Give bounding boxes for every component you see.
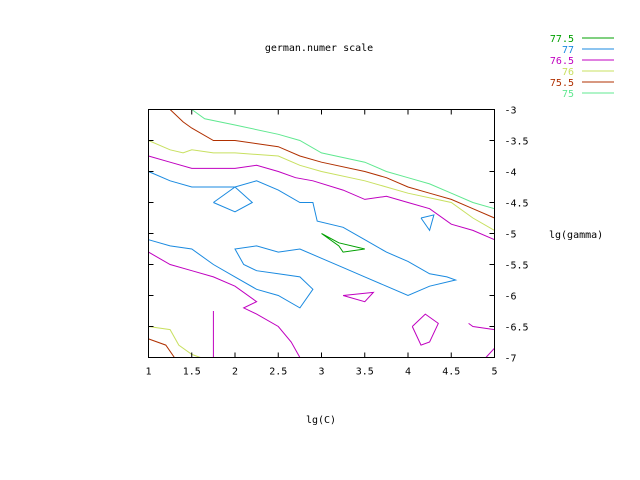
- contour-level-75: [191, 109, 495, 210]
- contour-line: [468, 322, 495, 331]
- x-tick-label: 2.5: [269, 367, 287, 378]
- y-tick-label: -6.5: [505, 323, 529, 334]
- legend-label: 77.5: [550, 34, 574, 45]
- y-axis-label: lg(gamma): [549, 230, 603, 241]
- x-axis: 1 1.5 2 2.5 3 3.5 4 4.5 5: [145, 109, 498, 378]
- legend-label: 76.5: [550, 56, 574, 67]
- contour-level-77: [148, 171, 458, 309]
- x-tick-label: 1: [145, 367, 151, 378]
- x-tick-label: 5: [491, 367, 497, 378]
- y-tick-label: -5: [505, 230, 517, 241]
- legend-label: 77: [562, 45, 574, 56]
- y-tick-label: -4.5: [505, 199, 529, 210]
- contour-level-76: [148, 140, 495, 358]
- legend-label: 75.5: [550, 78, 574, 89]
- y-tick-label: -7: [505, 354, 517, 365]
- legend-label: 75: [562, 89, 574, 100]
- x-tick-label: 3: [318, 367, 324, 378]
- contour-line: [411, 313, 439, 346]
- contour-level-76.5: [148, 155, 495, 358]
- contour-level-77.5: [321, 233, 365, 253]
- contour-line: [148, 171, 458, 309]
- y-tick-label: -6: [505, 292, 517, 303]
- contour-line: [148, 326, 201, 358]
- y-tick-label: -5.5: [505, 261, 529, 272]
- contour-line: [148, 251, 301, 358]
- contour-lines: [148, 109, 495, 358]
- contour-level-75.5: [148, 109, 495, 358]
- y-axis: -3 -3.5 -4 -4.5 -5 -5.5 -6 -6.5 -7: [148, 106, 529, 365]
- x-tick-label: 4: [405, 367, 411, 378]
- y-tick-label: -3: [505, 106, 517, 117]
- contour-line: [148, 155, 495, 241]
- contour-line: [420, 214, 435, 232]
- y-tick-label: -3.5: [505, 137, 529, 148]
- contour-line: [169, 109, 495, 219]
- y-tick-label: -4: [505, 168, 517, 179]
- chart-title: german.numer scale: [265, 43, 373, 54]
- x-tick-label: 3.5: [356, 367, 374, 378]
- contour-line: [321, 233, 365, 253]
- contour-line: [191, 109, 495, 210]
- contour-line: [148, 140, 495, 231]
- contour-line: [213, 186, 254, 213]
- legend-label: 76: [562, 67, 574, 78]
- contour-line: [342, 291, 375, 303]
- x-tick-label: 4.5: [442, 367, 460, 378]
- contour-line: [485, 347, 495, 358]
- x-tick-label: 1.5: [183, 367, 201, 378]
- x-axis-label: lg(C): [306, 415, 336, 426]
- x-tick-label: 2: [232, 367, 238, 378]
- contour-line: [148, 338, 175, 358]
